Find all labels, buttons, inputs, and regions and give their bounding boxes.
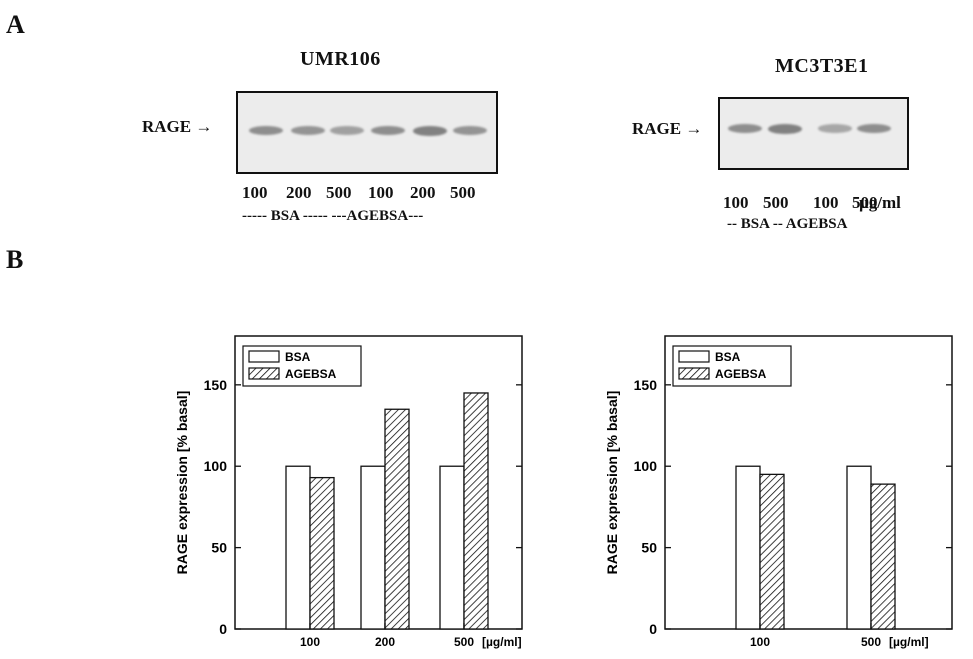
lane-label: 500 [450,183,476,202]
y-tick-label: 100 [204,458,228,474]
lane-label: 100 [723,193,749,212]
y-tick-label: 100 [634,458,658,474]
blot-band [728,124,762,134]
bar-chart-umr106: 0 50 100 150 RAGE expression [% basal] 100 200… [174,335,523,649]
group-label-mc3t3e1: -- BSA -- AGEBSA [727,216,848,232]
bar-agebsa [759,473,785,630]
y-tick-label: 150 [634,377,658,393]
panel-label-a: A [6,10,25,39]
blot-band [818,124,852,133]
legend-swatch-bsa [248,350,280,363]
x-tick-label: 500 [861,635,881,649]
legend-label-agebsa: AGEBSA [715,367,767,381]
arrow-right-icon: → [685,119,703,138]
bar-bsa [285,465,311,630]
lane-labels-mc3t3e1: 100 500 100 500 µg/ml [718,193,968,215]
y-tick-label: 50 [641,540,657,556]
bar-chart-mc3t3e1: 0 50 100 150 RAGE expression [% basal] 100 500… [604,335,953,649]
bar-agebsa [309,476,335,630]
blot-band [413,126,447,136]
lane-label: 500 [326,183,352,202]
blot-band [768,124,802,134]
legend-swatch-bsa [678,350,710,363]
rage-label: RAGE [142,117,192,136]
lane-label: 200 [286,183,312,202]
y-axis-label: RAGE expression [% basal] [174,391,190,575]
bar-agebsa [870,483,896,630]
bar-agebsa [384,408,410,630]
blot-title-umr106: UMR106 [300,48,381,70]
bar-bsa [735,465,761,630]
y-tick-label: 0 [219,621,227,637]
panel-label-b: B [6,245,24,274]
group-label-umr106: ----- BSA ----- ---AGEBSA--- [242,208,424,224]
lane-label: 200 [410,183,436,202]
y-axis-label: RAGE expression [% basal] [604,391,620,575]
plot-frame [664,335,953,630]
legend-label-bsa: BSA [285,350,311,364]
western-blot-umr106 [236,91,498,174]
blot-band-label-mc3t3e1: RAGE → [632,119,702,139]
y-tick-label: 150 [204,377,228,393]
x-unit-label: [µg/ml] [889,635,929,649]
y-tick-label: 0 [649,621,657,637]
legend: BSA AGEBSA [242,345,362,387]
x-tick-label: 200 [375,635,395,649]
legend-swatch-agebsa [678,367,710,380]
blot-title-mc3t3e1: MC3T3E1 [775,55,869,77]
blot-band [249,126,283,136]
bar-agebsa [463,392,489,630]
x-tick-label: 100 [300,635,320,649]
arrow-right-icon: → [195,117,213,136]
western-blot-mc3t3e1 [718,97,909,170]
legend-label-agebsa: AGEBSA [285,367,337,381]
lane-label: 100 [813,193,839,212]
bar-bsa [360,465,386,630]
y-tick-label: 50 [211,540,227,556]
blot-band [371,126,405,136]
x-unit-label: [µg/ml] [482,635,522,649]
blot-band [291,126,325,136]
blot-band [857,124,891,134]
legend-swatch-agebsa [248,367,280,380]
bar-bsa [439,465,465,630]
lane-label: 100 [242,183,268,202]
x-tick-label: 100 [750,635,770,649]
legend-label-bsa: BSA [715,350,741,364]
lane-labels-umr106: 100 200 500 100 200 500 [236,183,498,205]
blot-band [330,126,364,135]
bar-bsa [846,465,872,630]
legend: BSA AGEBSA [672,345,792,387]
blot-band-label-umr106: RAGE → [142,117,212,137]
x-tick-label: 500 [454,635,474,649]
rage-label: RAGE [632,119,682,138]
lane-label: 500 [763,193,789,212]
blot-band [453,126,487,136]
lane-unit-label: µg/ml [859,193,901,212]
lane-label: 500 [852,193,878,212]
lane-label: 100 [368,183,394,202]
